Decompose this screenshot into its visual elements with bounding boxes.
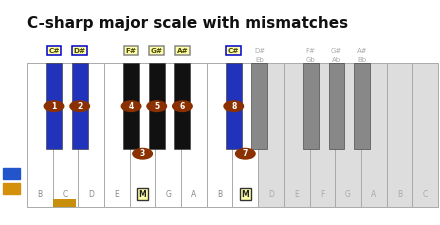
Text: B: B xyxy=(397,189,402,198)
Bar xyxy=(309,63,335,207)
Text: C: C xyxy=(63,189,68,198)
Text: G: G xyxy=(345,189,351,198)
Bar xyxy=(174,63,191,149)
Text: C-sharp major scale with mismatches: C-sharp major scale with mismatches xyxy=(27,16,348,31)
Circle shape xyxy=(44,101,64,111)
Text: 5: 5 xyxy=(154,102,159,111)
Bar xyxy=(252,63,268,149)
Text: C#: C# xyxy=(48,48,60,54)
Bar xyxy=(412,63,438,207)
Text: Gb: Gb xyxy=(306,57,315,63)
Bar xyxy=(329,63,345,149)
Text: F#: F# xyxy=(306,48,316,54)
Bar xyxy=(3,183,20,194)
Bar xyxy=(354,63,370,149)
Bar xyxy=(181,63,207,207)
Text: F#: F# xyxy=(125,48,136,54)
Bar xyxy=(53,63,78,207)
Bar xyxy=(27,63,53,207)
Text: D#: D# xyxy=(254,48,265,54)
Text: C#: C# xyxy=(228,48,239,54)
Text: Eb: Eb xyxy=(255,57,264,63)
Text: 7: 7 xyxy=(242,149,248,158)
Text: E: E xyxy=(294,189,299,198)
Text: A#: A# xyxy=(357,48,367,54)
Bar xyxy=(258,63,284,207)
Bar xyxy=(207,63,232,207)
Bar xyxy=(149,63,165,149)
Bar xyxy=(104,63,130,207)
Text: E: E xyxy=(114,189,119,198)
Bar xyxy=(361,63,387,207)
Circle shape xyxy=(235,148,255,159)
Text: G#: G# xyxy=(331,48,342,54)
Bar xyxy=(232,63,258,207)
Text: G#: G# xyxy=(150,48,163,54)
Text: basicmusictheory.com: basicmusictheory.com xyxy=(9,76,14,140)
Text: Ab: Ab xyxy=(332,57,341,63)
Circle shape xyxy=(147,101,166,111)
Text: B: B xyxy=(217,189,222,198)
Bar xyxy=(284,63,309,207)
Bar xyxy=(3,168,20,179)
Bar xyxy=(53,199,76,207)
Bar xyxy=(78,63,104,207)
Text: 2: 2 xyxy=(77,102,82,111)
Bar xyxy=(72,63,88,149)
Text: A: A xyxy=(191,189,197,198)
Circle shape xyxy=(133,148,152,159)
Text: D#: D# xyxy=(73,48,86,54)
Bar xyxy=(46,63,62,149)
Text: M: M xyxy=(242,189,249,198)
Bar xyxy=(226,63,242,149)
Text: 1: 1 xyxy=(51,102,57,111)
Bar xyxy=(303,63,319,149)
Text: F: F xyxy=(320,189,325,198)
Circle shape xyxy=(172,101,192,111)
Text: 8: 8 xyxy=(231,102,236,111)
Circle shape xyxy=(70,101,89,111)
Text: D: D xyxy=(88,189,94,198)
Text: A: A xyxy=(371,189,376,198)
Text: 6: 6 xyxy=(180,102,185,111)
Text: 4: 4 xyxy=(128,102,134,111)
Bar xyxy=(335,63,361,207)
Text: D: D xyxy=(268,189,274,198)
Text: B: B xyxy=(37,189,42,198)
Text: C: C xyxy=(422,189,428,198)
Text: G: G xyxy=(165,189,171,198)
Text: M: M xyxy=(139,189,147,198)
Bar xyxy=(387,63,412,207)
Circle shape xyxy=(224,101,243,111)
Circle shape xyxy=(121,101,141,111)
Text: Bb: Bb xyxy=(358,57,367,63)
Text: A#: A# xyxy=(176,48,188,54)
Bar xyxy=(155,63,181,207)
Text: 3: 3 xyxy=(140,149,145,158)
Bar xyxy=(130,63,155,207)
Bar xyxy=(123,63,139,149)
